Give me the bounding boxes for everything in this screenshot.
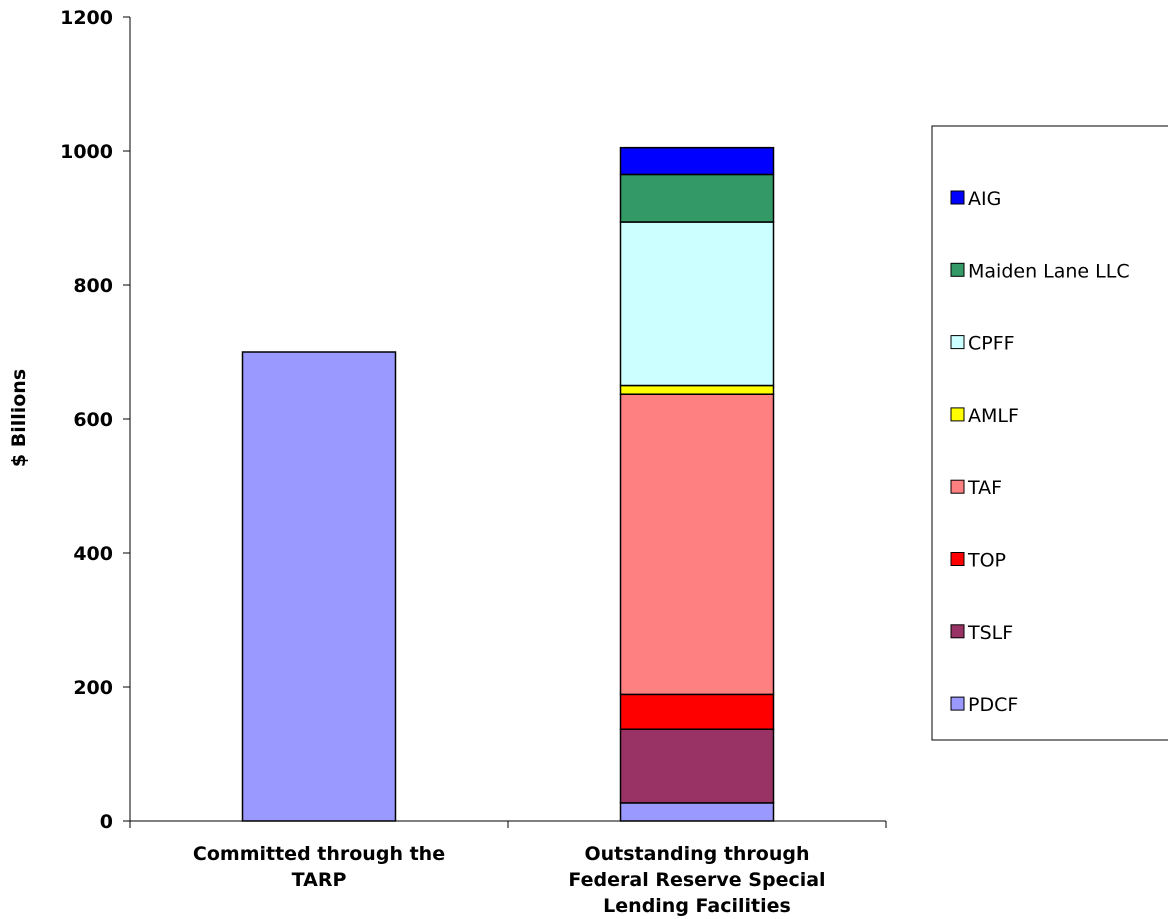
y-tick-label: 1200: [60, 7, 113, 29]
legend-box: [931, 125, 1168, 741]
legend-label: TSLF: [967, 622, 1013, 644]
y-tick-label: 200: [73, 677, 113, 699]
legend-label: TAF: [967, 477, 1002, 499]
bar-segment-cpff: [619, 221, 775, 387]
x-category-label: Federal Reserve Special: [568, 869, 825, 891]
bar-segment-pdcf: [241, 351, 397, 822]
legend-swatch: [950, 190, 965, 205]
bar-segment-pdcf: [619, 802, 775, 822]
legend-swatch: [950, 335, 965, 350]
bar-segment-maiden-lane-llc: [619, 173, 775, 223]
y-tick-label: 600: [73, 409, 113, 431]
legend-swatch: [950, 479, 965, 494]
y-tick-label: 0: [100, 811, 113, 833]
x-category-label: Outstanding through: [584, 843, 809, 865]
legend-label: AMLF: [968, 405, 1019, 427]
legend: AIG Maiden Lane LLC CPFF AMLF TAF TOP TSLF PDCF: [931, 125, 1168, 741]
x-category-label: Committed through the: [193, 843, 445, 865]
bar-segment-tslf: [619, 728, 775, 804]
y-tick-label: 400: [73, 543, 113, 565]
legend-label: AIG: [968, 188, 1001, 210]
legend-label: CPFF: [968, 333, 1015, 355]
y-axis-label: $ Billions: [8, 369, 30, 467]
legend-swatch: [950, 262, 965, 277]
y-tick-label: 800: [73, 275, 113, 297]
bars: [241, 146, 775, 822]
y-tick-label: 1000: [60, 141, 113, 163]
legend-swatch: [950, 407, 965, 422]
legend-swatch: [950, 696, 965, 711]
legend-label: Maiden Lane LLC: [968, 260, 1130, 282]
bar-segment-amlf: [619, 384, 775, 395]
legend-swatch: [950, 624, 965, 639]
x-category-label: TARP: [292, 869, 347, 891]
bar-segment-top: [619, 693, 775, 730]
legend-swatch: [950, 552, 965, 566]
y-axis: 0 200 400 600 800 1000 1200: [60, 7, 131, 833]
bar-segment-aig: [619, 146, 775, 176]
x-axis: [129, 820, 887, 828]
x-category-label: Lending Facilities: [603, 895, 791, 917]
legend-label: PDCF: [968, 694, 1018, 716]
bar-segment-taf: [619, 393, 775, 696]
x-axis-category-labels: Committed through the TARP Outstanding thr…: [193, 843, 826, 917]
legend-label: TOP: [967, 550, 1006, 572]
